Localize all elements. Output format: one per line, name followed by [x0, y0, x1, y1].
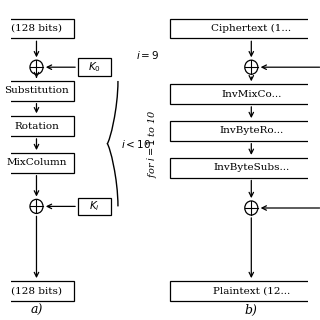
Circle shape [30, 199, 43, 213]
Text: Plaintext (12...: Plaintext (12... [213, 286, 290, 295]
Text: $i < 10$: $i < 10$ [121, 138, 151, 150]
FancyBboxPatch shape [0, 19, 74, 38]
Text: $K_i$: $K_i$ [89, 199, 100, 213]
Text: InvMixCo...: InvMixCo... [221, 90, 282, 99]
FancyBboxPatch shape [170, 121, 320, 141]
Text: Substitution: Substitution [4, 86, 69, 95]
Text: InvByteRo...: InvByteRo... [219, 126, 284, 135]
FancyBboxPatch shape [0, 116, 74, 136]
Text: (128 bits): (128 bits) [11, 24, 62, 33]
FancyBboxPatch shape [0, 153, 74, 173]
Text: Rotation: Rotation [14, 122, 59, 131]
FancyBboxPatch shape [170, 84, 320, 104]
Circle shape [245, 201, 258, 215]
FancyBboxPatch shape [78, 59, 110, 76]
Text: for $i = 1$ to 10: for $i = 1$ to 10 [145, 109, 159, 178]
Text: InvByteSubs...: InvByteSubs... [213, 163, 289, 172]
FancyBboxPatch shape [0, 81, 74, 101]
FancyBboxPatch shape [170, 281, 320, 301]
FancyBboxPatch shape [0, 281, 74, 301]
FancyBboxPatch shape [170, 158, 320, 178]
FancyBboxPatch shape [78, 198, 110, 215]
Text: MixColumn: MixColumn [6, 158, 67, 167]
Text: (128 bits): (128 bits) [11, 286, 62, 295]
Circle shape [30, 60, 43, 74]
Text: a): a) [30, 304, 43, 317]
Text: b): b) [245, 304, 258, 317]
FancyBboxPatch shape [170, 19, 320, 38]
Text: $K_0$: $K_0$ [88, 60, 101, 74]
Text: Ciphertext (1...: Ciphertext (1... [211, 24, 292, 33]
Circle shape [245, 60, 258, 74]
Text: $i = 9$: $i = 9$ [136, 49, 159, 61]
